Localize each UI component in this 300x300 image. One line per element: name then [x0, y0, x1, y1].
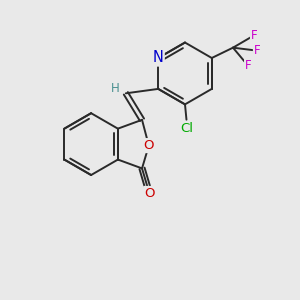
Text: Cl: Cl — [180, 122, 193, 135]
Text: F: F — [251, 29, 257, 42]
Text: F: F — [245, 59, 252, 72]
Text: N: N — [153, 50, 164, 65]
Text: H: H — [111, 82, 120, 94]
Text: F: F — [254, 44, 260, 57]
Text: O: O — [144, 139, 154, 152]
Text: O: O — [144, 187, 154, 200]
